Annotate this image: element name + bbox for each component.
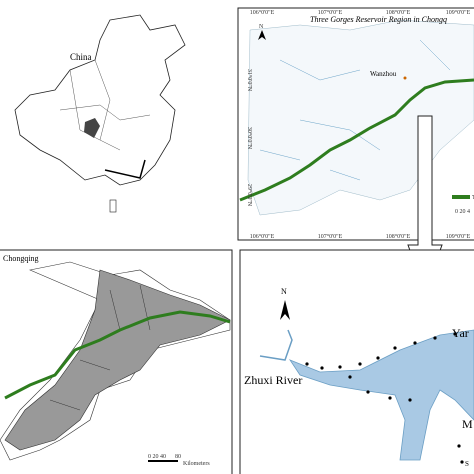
yangtze-river bbox=[239, 78, 474, 202]
sample-sites bbox=[305, 332, 464, 464]
region-panel: N Three Gorges Reservoir Region in Chong… bbox=[237, 7, 474, 241]
city-dot bbox=[403, 76, 407, 80]
lat-label: 30°0'0"N bbox=[246, 127, 253, 150]
reservoir-counties bbox=[4, 269, 231, 451]
zhuxi-channel bbox=[259, 329, 293, 361]
china-label: China bbox=[70, 52, 92, 62]
scale-ticks: 0 20 40 bbox=[148, 454, 166, 460]
chongqing-panel: Chongqing 0 20 40 80 Kilometers bbox=[0, 249, 233, 474]
reservoir-water bbox=[288, 329, 474, 461]
yangtze-river bbox=[4, 310, 231, 400]
legend-label: T bbox=[472, 195, 474, 201]
lon-label: 106°0'0"E bbox=[250, 9, 275, 16]
lat-label: 31°0'0"N bbox=[246, 69, 253, 92]
lon-label: 107°0'0"E bbox=[318, 233, 343, 240]
north-label: N bbox=[281, 287, 287, 296]
city-label: Wanzhou bbox=[370, 70, 397, 78]
chongqing-label: Chongqing bbox=[3, 254, 39, 263]
area-label: Yar bbox=[452, 326, 469, 340]
scale-end: 80 bbox=[175, 454, 181, 460]
inset-box bbox=[109, 199, 117, 213]
chongqing-highlight bbox=[84, 118, 100, 138]
north-label: N bbox=[259, 24, 264, 30]
lon-label: 107°0'0"E bbox=[318, 9, 343, 16]
north-arrow bbox=[258, 30, 266, 40]
region-title: Three Gorges Reservoir Region in Chongq bbox=[310, 15, 447, 24]
lon-label: 108°0'0"E bbox=[386, 9, 411, 16]
lat-label: 29°0'0"N bbox=[246, 184, 253, 207]
scale-unit: Kilometers bbox=[183, 461, 210, 467]
province-borders bbox=[59, 59, 151, 151]
region-scale: 0 20 4 bbox=[455, 209, 470, 215]
lon-label: 109°0'0"E bbox=[446, 233, 471, 240]
area-label-m: M bbox=[462, 417, 473, 431]
county-borders bbox=[49, 284, 151, 411]
tributaries bbox=[259, 39, 451, 181]
china-panel: China bbox=[14, 14, 186, 213]
lon-label: 106°0'0"E bbox=[250, 233, 275, 240]
river-label: Zhuxi River bbox=[244, 373, 302, 387]
north-arrow bbox=[280, 300, 290, 320]
china-outline bbox=[14, 14, 186, 186]
coast bbox=[104, 159, 146, 179]
scale-bar bbox=[148, 460, 178, 462]
zhuxi-panel: N Zhuxi River Yar M S bbox=[239, 249, 474, 474]
lon-label: 109°0'0"E bbox=[446, 9, 471, 16]
legend-swatch bbox=[452, 195, 470, 199]
lon-label: 108°0'0"E bbox=[386, 233, 411, 240]
site-label: S bbox=[465, 460, 469, 468]
